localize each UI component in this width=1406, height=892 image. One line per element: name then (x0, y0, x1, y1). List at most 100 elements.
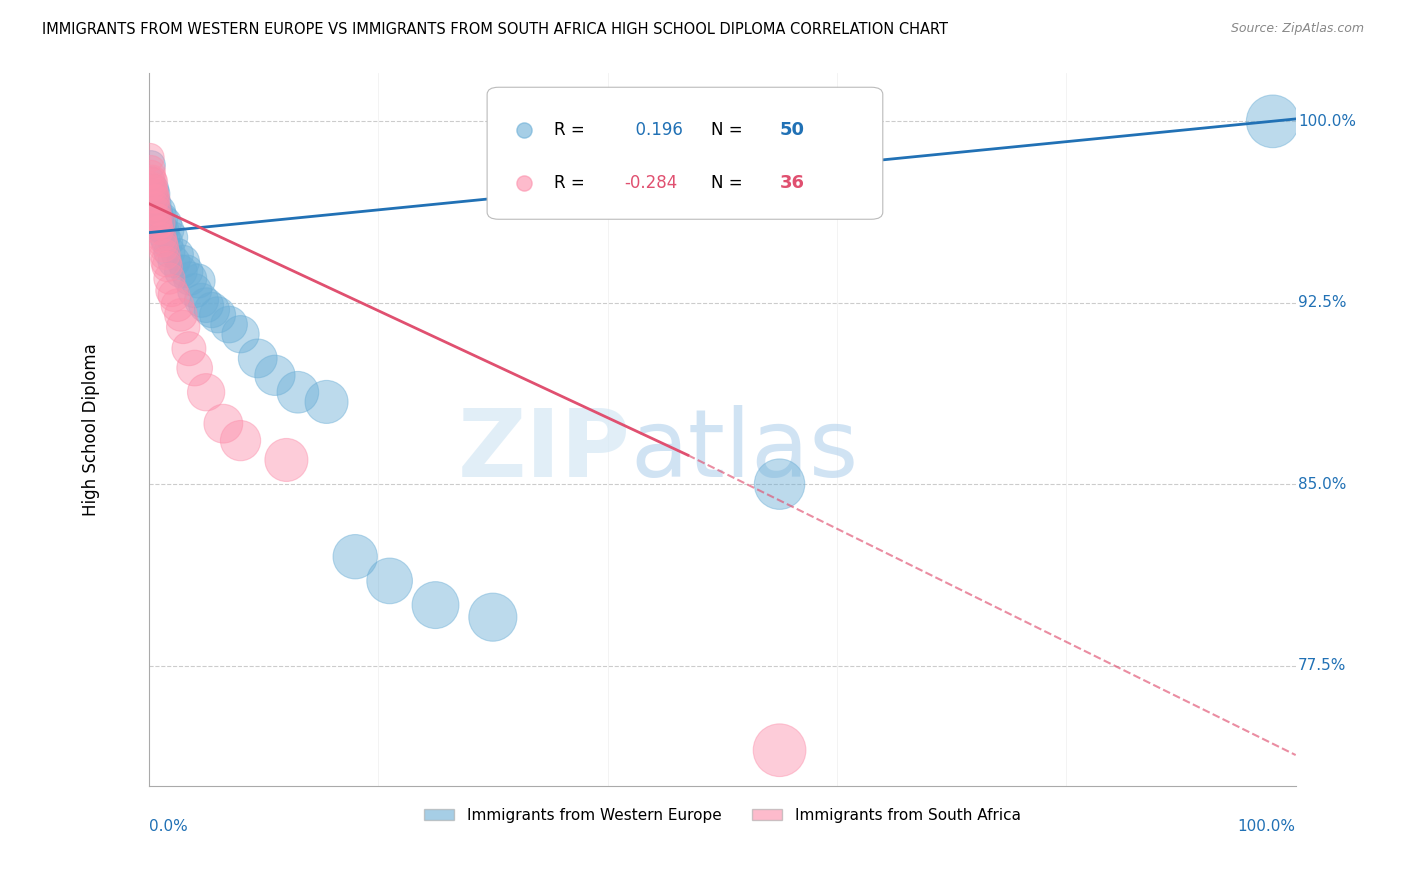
Point (148, 223, 170, 237)
Point (172, 254, 194, 268)
Point (513, 307, 536, 321)
Point (149, 219, 172, 233)
Text: ZIP: ZIP (457, 405, 630, 497)
Point (146, 211, 169, 226)
Point (157, 223, 180, 237)
Point (155, 216, 177, 230)
Point (170, 264, 193, 278)
Point (212, 417, 235, 431)
Text: atlas: atlas (630, 405, 859, 497)
Legend: Immigrants from Western Europe, Immigrants from South Africa: Immigrants from Western Europe, Immigran… (418, 802, 1026, 829)
Point (139, 175, 162, 189)
Point (160, 284, 183, 298)
Point (146, 196, 169, 211)
Point (143, 192, 166, 206)
Point (145, 186, 167, 201)
Text: 50: 50 (779, 120, 804, 138)
Point (229, 434, 252, 448)
Point (150, 220, 173, 235)
Point (146, 203, 169, 218)
Point (195, 385, 218, 400)
Point (156, 235, 179, 250)
Point (768, 743, 790, 757)
Point (142, 203, 165, 218)
Point (482, 610, 505, 624)
Point (141, 179, 163, 194)
Point (145, 202, 167, 216)
Text: R =: R = (554, 174, 589, 192)
Point (139, 158, 162, 172)
Point (145, 199, 167, 213)
Point (145, 192, 167, 206)
Point (142, 199, 165, 213)
Point (152, 223, 174, 237)
Point (139, 168, 162, 182)
Point (183, 361, 205, 376)
Point (768, 477, 790, 491)
Text: 92.5%: 92.5% (1298, 295, 1347, 310)
Text: 77.5%: 77.5% (1298, 658, 1347, 673)
Point (207, 308, 229, 322)
Point (159, 244, 181, 259)
Point (153, 230, 176, 244)
Text: 100.0%: 100.0% (1298, 114, 1355, 128)
Point (344, 549, 367, 564)
Point (146, 211, 169, 226)
Point (187, 274, 209, 288)
Point (183, 284, 205, 298)
Point (1261, 114, 1284, 128)
Point (163, 254, 186, 268)
Point (166, 247, 188, 261)
Point (315, 395, 337, 409)
Point (425, 598, 447, 612)
Text: IMMIGRANTS FROM WESTERN EUROPE VS IMMIGRANTS FROM SOUTH AFRICA HIGH SCHOOL DIPLO: IMMIGRANTS FROM WESTERN EUROPE VS IMMIGR… (42, 22, 948, 37)
Text: R =: R = (554, 120, 589, 138)
Point (201, 303, 224, 318)
Point (146, 206, 169, 220)
Point (246, 351, 269, 366)
Point (378, 574, 401, 588)
Text: 0.196: 0.196 (624, 120, 683, 138)
Point (141, 192, 163, 206)
Point (163, 288, 186, 302)
Point (143, 186, 166, 201)
Text: N =: N = (711, 174, 748, 192)
Point (287, 385, 309, 400)
Point (152, 240, 174, 254)
FancyBboxPatch shape (486, 87, 883, 219)
Point (179, 271, 201, 285)
Point (166, 298, 188, 312)
Point (170, 308, 193, 322)
Point (177, 342, 200, 356)
Point (159, 271, 181, 285)
Text: 0.0%: 0.0% (149, 819, 187, 834)
Text: Source: ZipAtlas.com: Source: ZipAtlas.com (1230, 22, 1364, 36)
Point (141, 172, 163, 186)
Point (172, 320, 194, 334)
Point (143, 182, 166, 196)
Point (139, 162, 162, 177)
Point (149, 203, 172, 218)
Point (264, 368, 287, 383)
Point (152, 235, 174, 250)
Point (218, 318, 240, 332)
Point (160, 230, 183, 244)
Point (156, 260, 179, 274)
Point (150, 230, 173, 244)
Point (152, 211, 174, 226)
Text: -0.284: -0.284 (624, 174, 678, 192)
Point (176, 264, 198, 278)
Text: High School Diploma: High School Diploma (83, 343, 100, 516)
Point (146, 219, 169, 233)
Point (146, 211, 169, 226)
Point (146, 216, 169, 230)
Point (142, 182, 165, 196)
Point (142, 175, 165, 189)
Text: 36: 36 (779, 174, 804, 192)
Point (190, 293, 212, 308)
Point (195, 298, 218, 312)
Text: 100.0%: 100.0% (1237, 819, 1296, 834)
Point (149, 216, 172, 230)
Point (141, 186, 163, 201)
Text: 85.0%: 85.0% (1298, 476, 1347, 491)
